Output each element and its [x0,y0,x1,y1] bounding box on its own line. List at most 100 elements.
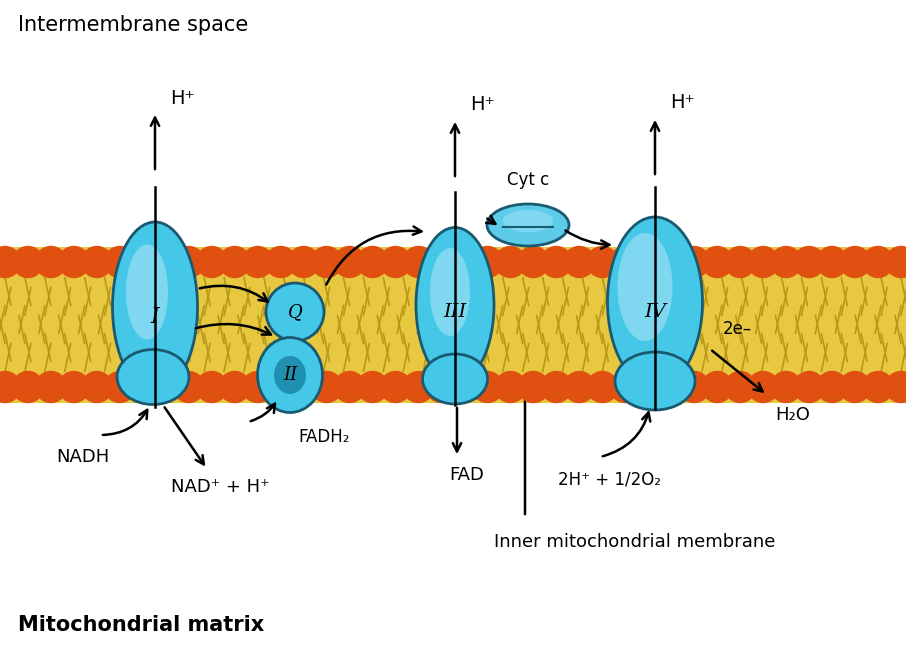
Circle shape [449,247,480,277]
Text: II: II [283,366,297,384]
Circle shape [587,372,618,402]
Ellipse shape [615,352,695,410]
Ellipse shape [117,350,189,404]
Circle shape [426,247,457,277]
Circle shape [128,247,159,277]
Circle shape [380,247,411,277]
Circle shape [794,372,824,402]
Circle shape [518,247,549,277]
Circle shape [495,372,526,402]
Circle shape [288,372,319,402]
Ellipse shape [618,233,672,341]
Circle shape [747,247,778,277]
Circle shape [885,372,906,402]
Circle shape [840,372,871,402]
Circle shape [128,372,159,402]
Ellipse shape [608,217,702,387]
Circle shape [265,372,296,402]
Circle shape [472,372,503,402]
Circle shape [816,247,848,277]
Text: III: III [443,303,467,321]
Ellipse shape [274,356,306,394]
Circle shape [564,247,595,277]
Circle shape [197,247,227,277]
Circle shape [173,247,204,277]
Ellipse shape [503,210,553,232]
Circle shape [334,372,365,402]
Circle shape [104,372,135,402]
Circle shape [656,247,687,277]
Ellipse shape [430,248,470,336]
Circle shape [495,247,526,277]
Circle shape [288,247,319,277]
Circle shape [679,372,709,402]
Ellipse shape [126,245,168,340]
Circle shape [679,247,709,277]
Circle shape [104,247,135,277]
Ellipse shape [257,338,323,412]
Text: I: I [150,306,159,328]
Circle shape [311,372,342,402]
Circle shape [610,372,641,402]
Circle shape [82,372,112,402]
Circle shape [449,372,480,402]
Circle shape [380,372,411,402]
Circle shape [702,247,733,277]
Circle shape [725,372,756,402]
Text: Cyt c: Cyt c [506,171,549,189]
Circle shape [173,372,204,402]
Ellipse shape [266,283,324,341]
Circle shape [816,372,848,402]
Circle shape [242,247,274,277]
Text: H⁺: H⁺ [670,93,695,113]
Circle shape [150,247,181,277]
Ellipse shape [422,354,487,404]
Text: H⁺: H⁺ [170,89,195,109]
Circle shape [840,247,871,277]
Text: FADH₂: FADH₂ [298,428,350,446]
Circle shape [863,247,893,277]
Ellipse shape [416,227,494,382]
Circle shape [656,372,687,402]
Circle shape [885,247,906,277]
Circle shape [334,247,365,277]
Circle shape [58,372,90,402]
Circle shape [242,372,274,402]
Circle shape [541,372,572,402]
Circle shape [863,372,893,402]
Ellipse shape [112,222,198,392]
Circle shape [632,247,664,277]
Text: Mitochondrial matrix: Mitochondrial matrix [18,615,265,635]
Circle shape [58,247,90,277]
Circle shape [265,247,296,277]
Circle shape [702,372,733,402]
Text: 2e–: 2e– [722,320,752,338]
Circle shape [632,372,664,402]
Circle shape [403,372,434,402]
Circle shape [541,247,572,277]
Circle shape [0,247,21,277]
Circle shape [771,247,802,277]
Circle shape [35,372,66,402]
Text: H₂O: H₂O [776,406,811,424]
Text: NAD⁺ + H⁺: NAD⁺ + H⁺ [170,478,269,496]
Circle shape [518,372,549,402]
Circle shape [13,372,43,402]
Circle shape [150,372,181,402]
Circle shape [747,372,778,402]
Text: FAD: FAD [449,466,485,484]
Circle shape [610,247,641,277]
Bar [0,247,906,402]
Circle shape [0,372,21,402]
Circle shape [311,247,342,277]
Circle shape [403,247,434,277]
Circle shape [219,247,250,277]
Text: Intermembrane space: Intermembrane space [18,15,248,35]
Circle shape [82,247,112,277]
Circle shape [197,372,227,402]
Circle shape [564,372,595,402]
Text: 2H⁺ + 1/2O₂: 2H⁺ + 1/2O₂ [558,470,661,488]
Circle shape [794,247,824,277]
Circle shape [426,372,457,402]
Circle shape [357,247,388,277]
